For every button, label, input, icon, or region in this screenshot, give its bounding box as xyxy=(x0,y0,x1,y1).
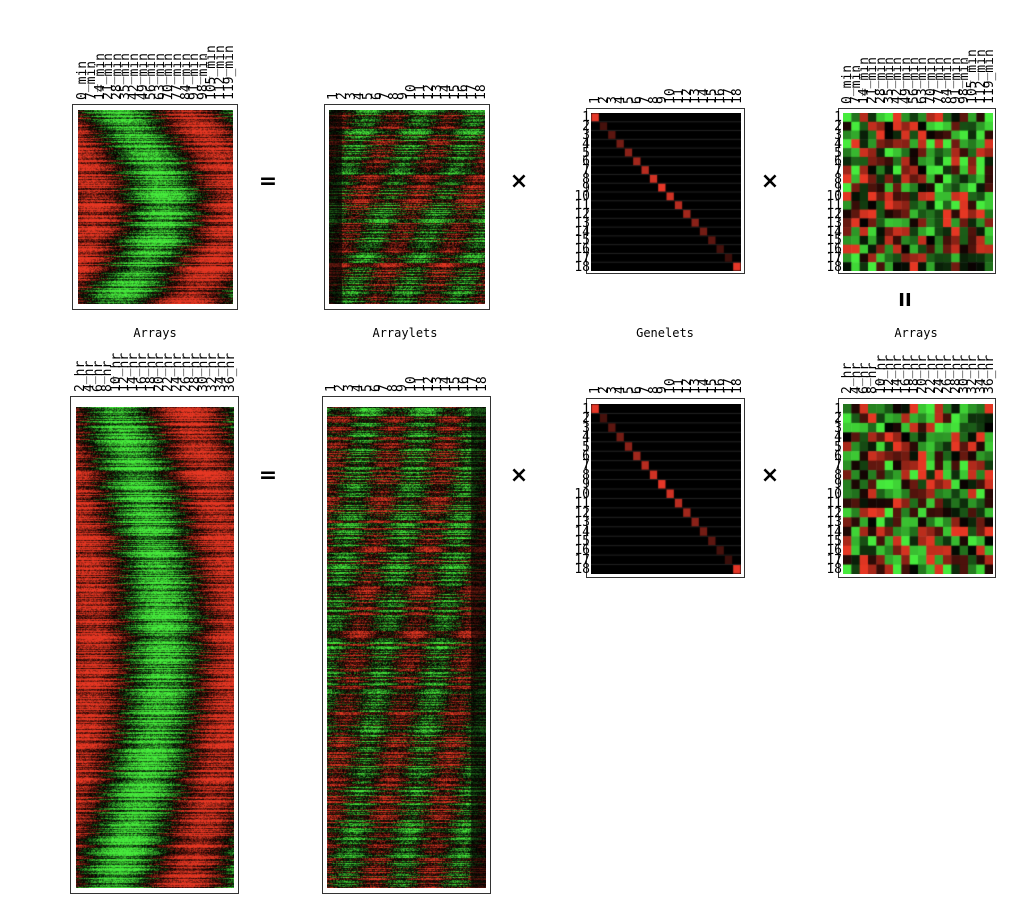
row-label: 11 xyxy=(574,198,590,214)
row-label: 14 xyxy=(826,224,842,240)
caption-arrays: Arrays xyxy=(133,326,177,340)
caption-arraylets: Arraylets xyxy=(372,326,438,340)
row-label: 7 xyxy=(834,163,842,179)
row-label: 18 xyxy=(826,259,842,275)
row-label: 6 xyxy=(834,448,842,464)
row-label: 8 xyxy=(582,467,590,483)
row-label: 8 xyxy=(582,171,590,187)
column-label: 119_min xyxy=(981,49,997,104)
row-label: 9 xyxy=(834,477,842,493)
row-label: 16 xyxy=(826,543,842,559)
row-label: 13 xyxy=(826,515,842,531)
column-label: 36_hr xyxy=(981,354,997,394)
row-label: 15 xyxy=(574,533,590,549)
row-label: 3 xyxy=(582,420,590,436)
row-label: 5 xyxy=(582,145,590,161)
column-label: 36_hr xyxy=(222,352,238,392)
row-label: 4 xyxy=(834,136,842,152)
row-label: 9 xyxy=(582,180,590,196)
row-label: 16 xyxy=(574,543,590,559)
times-operator-top-1: × xyxy=(509,169,529,194)
row-label: 1 xyxy=(834,110,842,126)
row-label: 6 xyxy=(834,154,842,170)
caption-right-arrays: Arrays xyxy=(894,326,938,340)
row-label: 2 xyxy=(582,411,590,427)
row-label: 17 xyxy=(574,552,590,568)
times-operator-bottom-2: × xyxy=(760,463,780,488)
row-label: 16 xyxy=(574,242,590,258)
row-label: 13 xyxy=(574,515,590,531)
row-label: 10 xyxy=(826,189,842,205)
times-operator-top-2: × xyxy=(760,169,780,194)
row-label: 7 xyxy=(582,163,590,179)
equals-operator-top: = xyxy=(258,169,278,194)
row-label: 7 xyxy=(834,458,842,474)
row-label: 11 xyxy=(826,198,842,214)
row-label: 11 xyxy=(574,496,590,512)
column-label: 18 xyxy=(474,376,490,392)
row-label: 7 xyxy=(582,458,590,474)
row-label: 17 xyxy=(826,552,842,568)
row-label: 17 xyxy=(826,250,842,266)
column-label: 119_min xyxy=(221,45,237,100)
row-label: 13 xyxy=(826,215,842,231)
row-label: 4 xyxy=(834,430,842,446)
row-label: 3 xyxy=(582,127,590,143)
row-label: 2 xyxy=(834,119,842,135)
row-label: 11 xyxy=(826,496,842,512)
row-label: 2 xyxy=(582,119,590,135)
row-label: 5 xyxy=(834,145,842,161)
row-label: 6 xyxy=(582,154,590,170)
column-label: 18 xyxy=(729,378,745,394)
times-operator-bottom-1: × xyxy=(509,463,529,488)
row-label: 17 xyxy=(574,250,590,266)
row-label: 1 xyxy=(834,401,842,417)
row-label: 18 xyxy=(826,562,842,578)
row-label: 14 xyxy=(574,224,590,240)
row-label: 1 xyxy=(582,110,590,126)
row-label: 9 xyxy=(834,180,842,196)
row-label: 14 xyxy=(826,524,842,540)
row-label: 10 xyxy=(826,486,842,502)
row-label: 4 xyxy=(582,430,590,446)
row-label: 1 xyxy=(582,401,590,417)
column-label: 18 xyxy=(473,84,489,100)
row-label: 13 xyxy=(574,215,590,231)
row-label: 12 xyxy=(826,206,842,222)
row-label: 2 xyxy=(834,411,842,427)
row-label: 3 xyxy=(834,127,842,143)
row-label: 8 xyxy=(834,467,842,483)
row-label: 14 xyxy=(574,524,590,540)
row-label: 15 xyxy=(826,233,842,249)
row-label: 8 xyxy=(834,171,842,187)
row-label: 5 xyxy=(582,439,590,455)
vertical-equals-operator: II xyxy=(898,290,912,311)
row-label: 4 xyxy=(582,136,590,152)
row-label: 12 xyxy=(574,206,590,222)
row-label: 3 xyxy=(834,420,842,436)
row-label: 18 xyxy=(574,259,590,275)
row-label: 10 xyxy=(574,189,590,205)
row-label: 12 xyxy=(574,505,590,521)
equals-operator-bottom: = xyxy=(258,463,278,488)
row-label: 6 xyxy=(582,448,590,464)
row-label: 12 xyxy=(826,505,842,521)
row-label: 15 xyxy=(574,233,590,249)
column-label: 18 xyxy=(729,88,745,104)
row-label: 16 xyxy=(826,242,842,258)
row-label: 5 xyxy=(834,439,842,455)
row-label: 15 xyxy=(826,533,842,549)
caption-genelets: Genelets xyxy=(636,326,694,340)
row-label: 18 xyxy=(574,562,590,578)
row-label: 10 xyxy=(574,486,590,502)
row-label: 9 xyxy=(582,477,590,493)
